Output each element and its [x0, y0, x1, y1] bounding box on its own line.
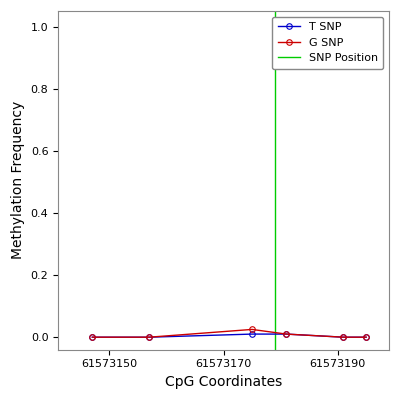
- Y-axis label: Methylation Frequency: Methylation Frequency: [11, 101, 25, 260]
- X-axis label: CpG Coordinates: CpG Coordinates: [165, 375, 282, 389]
- Legend: T SNP, G SNP, SNP Position: T SNP, G SNP, SNP Position: [272, 17, 383, 69]
